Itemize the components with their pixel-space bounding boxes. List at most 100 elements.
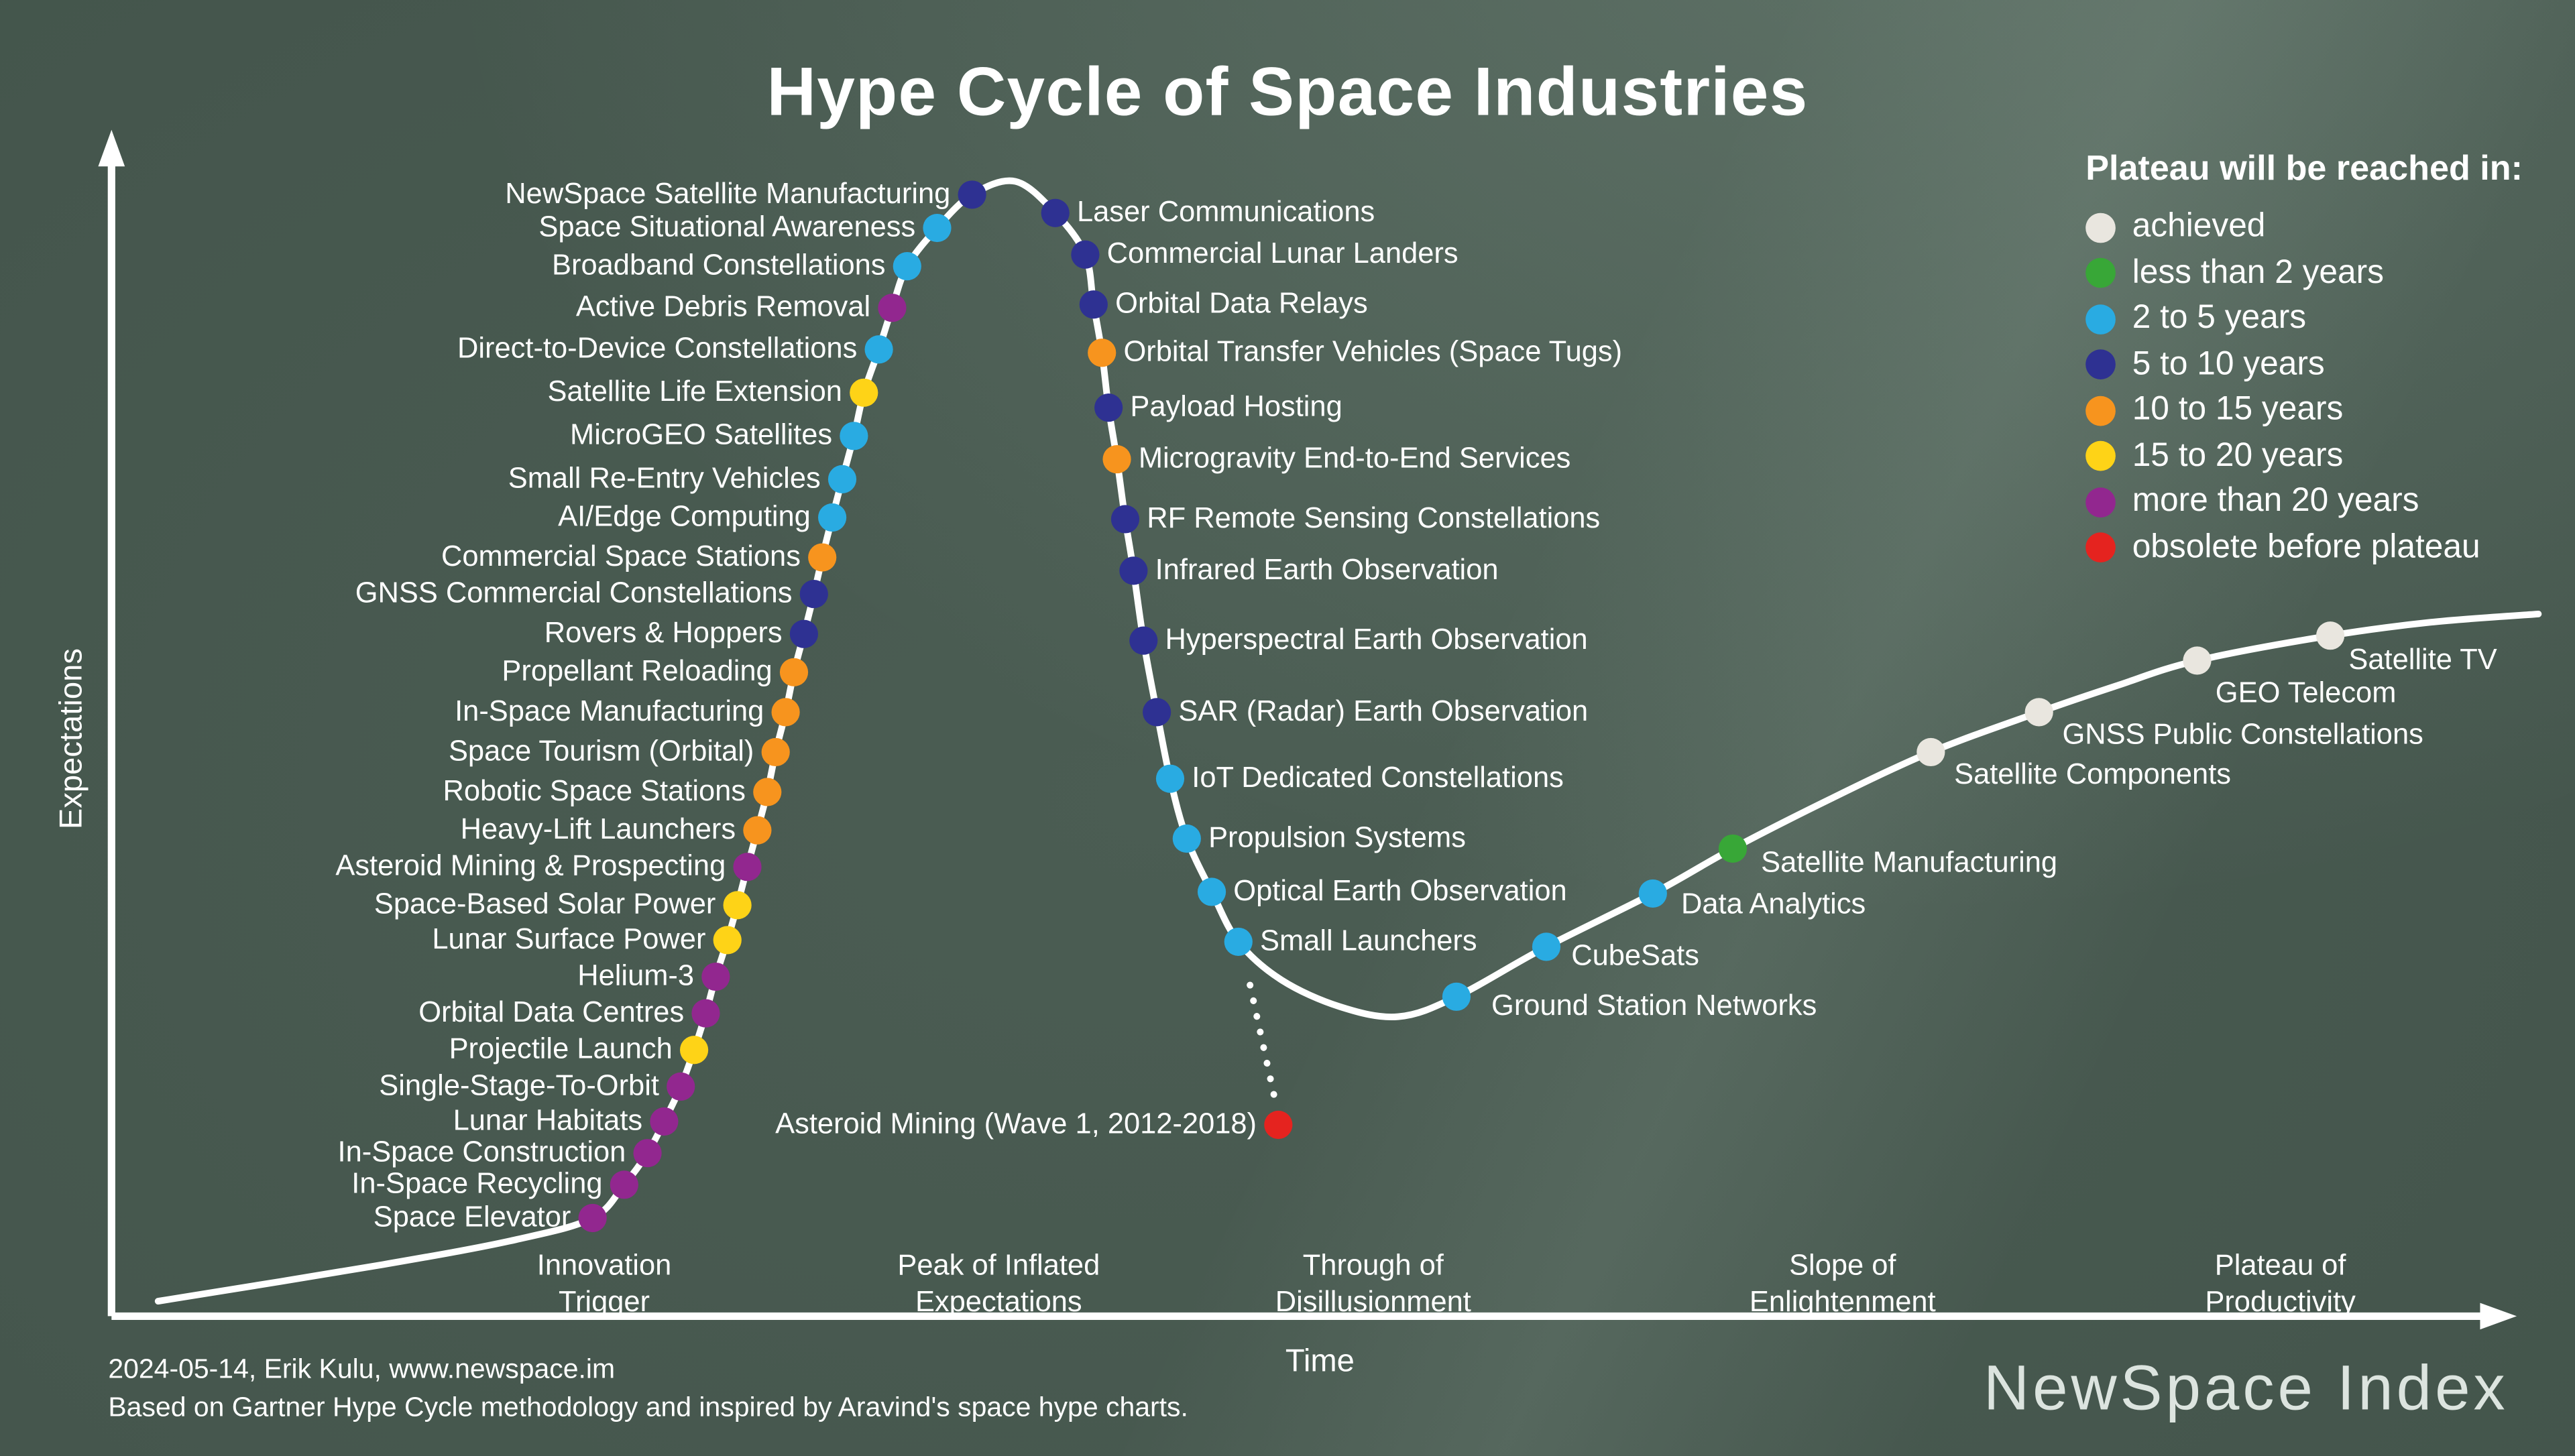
legend-swatch — [2085, 396, 2116, 426]
footer-credits: 2024-05-14, Erik Kulu, www.newspace.im B… — [108, 1351, 1188, 1428]
footer-line-2: Based on Gartner Hype Cycle methodology … — [108, 1392, 1188, 1423]
data-point — [799, 580, 828, 609]
data-point — [840, 422, 868, 450]
data-point-label: NewSpace Satellite Manufacturing — [505, 176, 951, 210]
data-point-label: Orbital Transfer Vehicles (Space Tugs) — [1123, 334, 1623, 368]
data-point — [1079, 290, 1108, 319]
data-point — [1102, 444, 1131, 474]
data-point-label: Hyperspectral Earth Observation — [1165, 622, 1588, 656]
brand-logo: NewSpace Index — [1984, 1354, 2509, 1424]
data-point — [1155, 764, 1185, 793]
data-point — [2183, 646, 2212, 675]
data-point — [2315, 621, 2345, 650]
data-point — [2024, 698, 2053, 727]
data-point — [1224, 927, 1253, 957]
data-point-label: Satellite Components — [1954, 757, 2232, 791]
data-point-label: Microgravity End-to-End Services — [1138, 440, 1571, 475]
legend-swatch — [2085, 532, 2116, 563]
data-point-label: Commercial Lunar Landers — [1106, 236, 1458, 270]
data-point — [1110, 505, 1140, 534]
legend-item: obsolete before plateau — [2085, 525, 2523, 570]
data-point — [1197, 877, 1226, 906]
data-point-label: Small Re-Entry Vehicles — [508, 461, 821, 495]
data-point-label: Active Debris Removal — [575, 289, 871, 323]
legend-item-label: 5 to 10 years — [2132, 345, 2325, 383]
data-point-label: Space Elevator — [373, 1199, 571, 1233]
data-point — [1071, 240, 1100, 269]
x-axis-label: Time — [1285, 1344, 1355, 1380]
legend-item: 2 to 5 years — [2085, 296, 2523, 342]
data-point — [789, 619, 819, 648]
legend-item: 5 to 10 years — [2085, 342, 2523, 387]
data-point-label: Broadband Constellations — [552, 247, 886, 282]
axes — [107, 160, 2487, 1321]
data-point — [701, 962, 730, 991]
data-point-label: RF Remote Sensing Constellations — [1147, 501, 1601, 534]
data-point-label: Propellant Reloading — [502, 654, 772, 688]
legend-swatch — [2085, 258, 2116, 289]
data-point-label: Space Tourism (Orbital) — [448, 733, 754, 768]
data-point-label: Lunar Habitats — [453, 1103, 643, 1137]
footer-line-1: 2024-05-14, Erik Kulu, www.newspace.im — [108, 1354, 616, 1385]
chart-title: Hype Cycle of Space Industries — [766, 53, 1809, 130]
data-point — [1264, 1110, 1293, 1140]
data-point — [667, 1072, 695, 1101]
data-point — [893, 252, 921, 281]
data-point — [1094, 393, 1123, 422]
legend-item: less than 2 years — [2085, 251, 2523, 296]
legend: Plateau will be reached in: achieved less… — [2085, 149, 2523, 570]
data-point — [808, 543, 837, 572]
legend-item-label: 10 to 15 years — [2132, 391, 2344, 428]
data-point — [679, 1036, 709, 1065]
data-point-label: MicroGEO Satellites — [570, 418, 833, 451]
data-point — [818, 503, 847, 532]
data-point — [1916, 737, 1945, 767]
legend-item-label: achieved — [2132, 208, 2266, 245]
data-point-label: Single-Stage-To-Orbit — [379, 1068, 659, 1102]
data-point-label: Space Situational Awareness — [538, 209, 916, 243]
data-point-label: GNSS Commercial Constellations — [355, 575, 793, 609]
data-point-label: Rovers & Hoppers — [544, 615, 783, 650]
phase-label: Through of Disillusionment — [1275, 1248, 1471, 1317]
data-point-label: Heavy-Lift Launchers — [460, 812, 736, 845]
data-point — [723, 891, 752, 920]
data-point — [578, 1203, 607, 1233]
legend-title: Plateau will be reached in: — [2085, 149, 2523, 188]
data-point-label: In-Space Manufacturing — [455, 694, 764, 727]
legend-item: 15 to 20 years — [2085, 434, 2523, 479]
data-point-label: GEO Telecom — [2215, 675, 2397, 709]
data-point — [1532, 932, 1561, 961]
data-point — [827, 465, 857, 493]
data-point — [779, 658, 809, 686]
data-point-label: Propulsion Systems — [1208, 820, 1466, 854]
data-point-label: Laser Communications — [1076, 194, 1375, 229]
legend-swatch — [2085, 349, 2116, 380]
data-point — [864, 335, 893, 364]
legend-swatch — [2085, 441, 2116, 472]
data-point — [691, 999, 720, 1028]
data-point — [1718, 834, 1748, 863]
data-point-label: Orbital Data Centres — [418, 995, 685, 1028]
data-point-label: In-Space Construction — [337, 1134, 626, 1168]
legend-item-label: obsolete before plateau — [2132, 528, 2480, 566]
y-axis-label: Expectations — [54, 648, 91, 830]
dashed-connector — [1247, 981, 1279, 1103]
data-point-label: Helium-3 — [577, 958, 695, 992]
data-point-label: Lunar Surface Power — [432, 922, 706, 955]
data-point — [923, 213, 952, 243]
data-point-label: Optical Earth Observation — [1233, 873, 1567, 907]
data-point-label: Small Launchers — [1260, 923, 1477, 957]
y-axis-arrow — [98, 129, 125, 167]
data-point — [1442, 982, 1471, 1011]
data-point — [650, 1107, 679, 1136]
legend-item: 10 to 15 years — [2085, 387, 2523, 433]
data-point — [743, 816, 772, 845]
data-point-label: Orbital Data Relays — [1115, 286, 1368, 320]
data-point — [633, 1139, 662, 1168]
data-point-label: Payload Hosting — [1130, 389, 1342, 423]
legend-item: achieved — [2085, 204, 2523, 250]
data-point — [761, 737, 790, 767]
legend-item-label: 2 to 5 years — [2132, 300, 2307, 337]
data-point-label: AI/Edge Computing — [558, 499, 811, 533]
data-point — [1638, 879, 1667, 908]
